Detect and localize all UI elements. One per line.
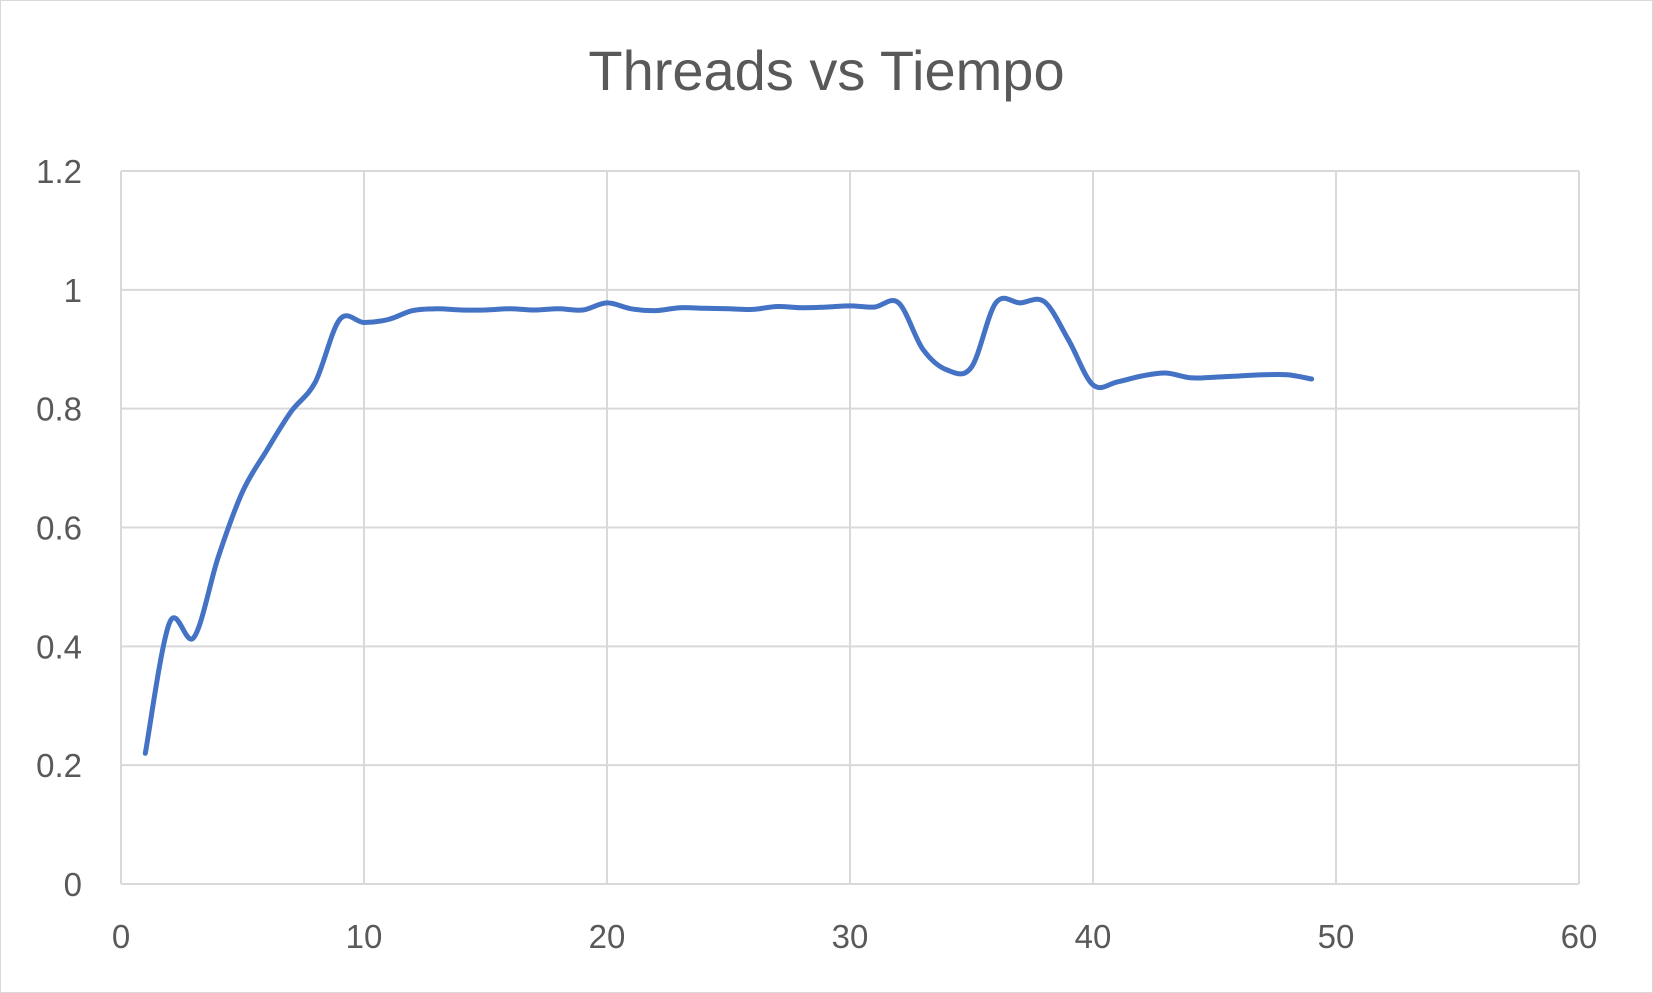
y-tick-label: 0.6 bbox=[36, 510, 82, 547]
data-point bbox=[1091, 382, 1096, 387]
data-point bbox=[434, 306, 439, 311]
x-tick-label: 0 bbox=[112, 918, 130, 955]
y-tick-label: 1.2 bbox=[36, 153, 82, 190]
y-tick-label: 1 bbox=[64, 272, 82, 309]
y-tick-label: 0.2 bbox=[36, 747, 82, 784]
data-point bbox=[945, 368, 950, 373]
data-point bbox=[1066, 338, 1071, 343]
data-point bbox=[191, 635, 196, 640]
x-tick-label: 10 bbox=[346, 918, 383, 955]
data-point bbox=[1236, 373, 1241, 378]
data-point bbox=[483, 308, 488, 313]
data-point bbox=[726, 306, 731, 311]
data-point bbox=[799, 305, 804, 310]
data-point bbox=[1163, 371, 1168, 376]
data-point bbox=[605, 300, 610, 305]
chart-title: Threads vs Tiempo bbox=[588, 39, 1065, 102]
data-point bbox=[264, 448, 269, 453]
data-point bbox=[969, 365, 974, 370]
y-axis-tick-labels: 0 0.2 0.4 0.6 0.8 1 1.2 bbox=[36, 153, 82, 903]
data-point bbox=[920, 347, 925, 352]
data-point bbox=[507, 306, 512, 311]
x-tick-label: 30 bbox=[832, 918, 869, 955]
data-point bbox=[629, 306, 634, 311]
data-point bbox=[823, 305, 828, 310]
data-point bbox=[532, 308, 537, 313]
data-point bbox=[993, 300, 998, 305]
x-tick-label: 60 bbox=[1561, 918, 1598, 955]
y-tick-label: 0.4 bbox=[36, 628, 82, 665]
data-point bbox=[1285, 372, 1290, 377]
data-point bbox=[459, 308, 464, 313]
data-point bbox=[1115, 379, 1120, 384]
data-point bbox=[337, 317, 342, 322]
data-point bbox=[143, 751, 148, 756]
data-point bbox=[750, 307, 755, 312]
data-point bbox=[653, 308, 658, 313]
horizontal-gridlines bbox=[121, 170, 1579, 885]
data-point bbox=[313, 379, 318, 384]
data-point bbox=[289, 409, 294, 414]
y-tick-label: 0.8 bbox=[36, 391, 82, 428]
data-point bbox=[1309, 376, 1314, 381]
x-axis-tick-labels: 0 10 20 30 40 50 60 bbox=[112, 918, 1598, 955]
data-point bbox=[1139, 373, 1144, 378]
data-point bbox=[240, 489, 245, 494]
data-point bbox=[896, 300, 901, 305]
y-tick-label: 0 bbox=[64, 866, 82, 903]
x-tick-label: 50 bbox=[1318, 918, 1355, 955]
data-point bbox=[216, 555, 221, 560]
data-point bbox=[702, 306, 707, 311]
x-tick-label: 20 bbox=[589, 918, 626, 955]
data-point bbox=[556, 306, 561, 311]
x-tick-label: 40 bbox=[1075, 918, 1112, 955]
data-point bbox=[872, 305, 877, 310]
data-point bbox=[386, 317, 391, 322]
series-line bbox=[142, 295, 1315, 756]
data-point bbox=[1018, 300, 1023, 305]
data-point bbox=[848, 303, 853, 308]
data-point bbox=[1188, 375, 1193, 380]
data-point bbox=[580, 308, 585, 313]
data-point bbox=[167, 620, 172, 625]
data-point bbox=[1042, 299, 1047, 304]
data-point bbox=[677, 305, 682, 310]
data-point bbox=[775, 304, 780, 309]
data-point bbox=[410, 308, 415, 313]
data-point bbox=[1261, 372, 1266, 377]
data-point bbox=[362, 320, 367, 325]
data-point bbox=[1212, 375, 1217, 380]
